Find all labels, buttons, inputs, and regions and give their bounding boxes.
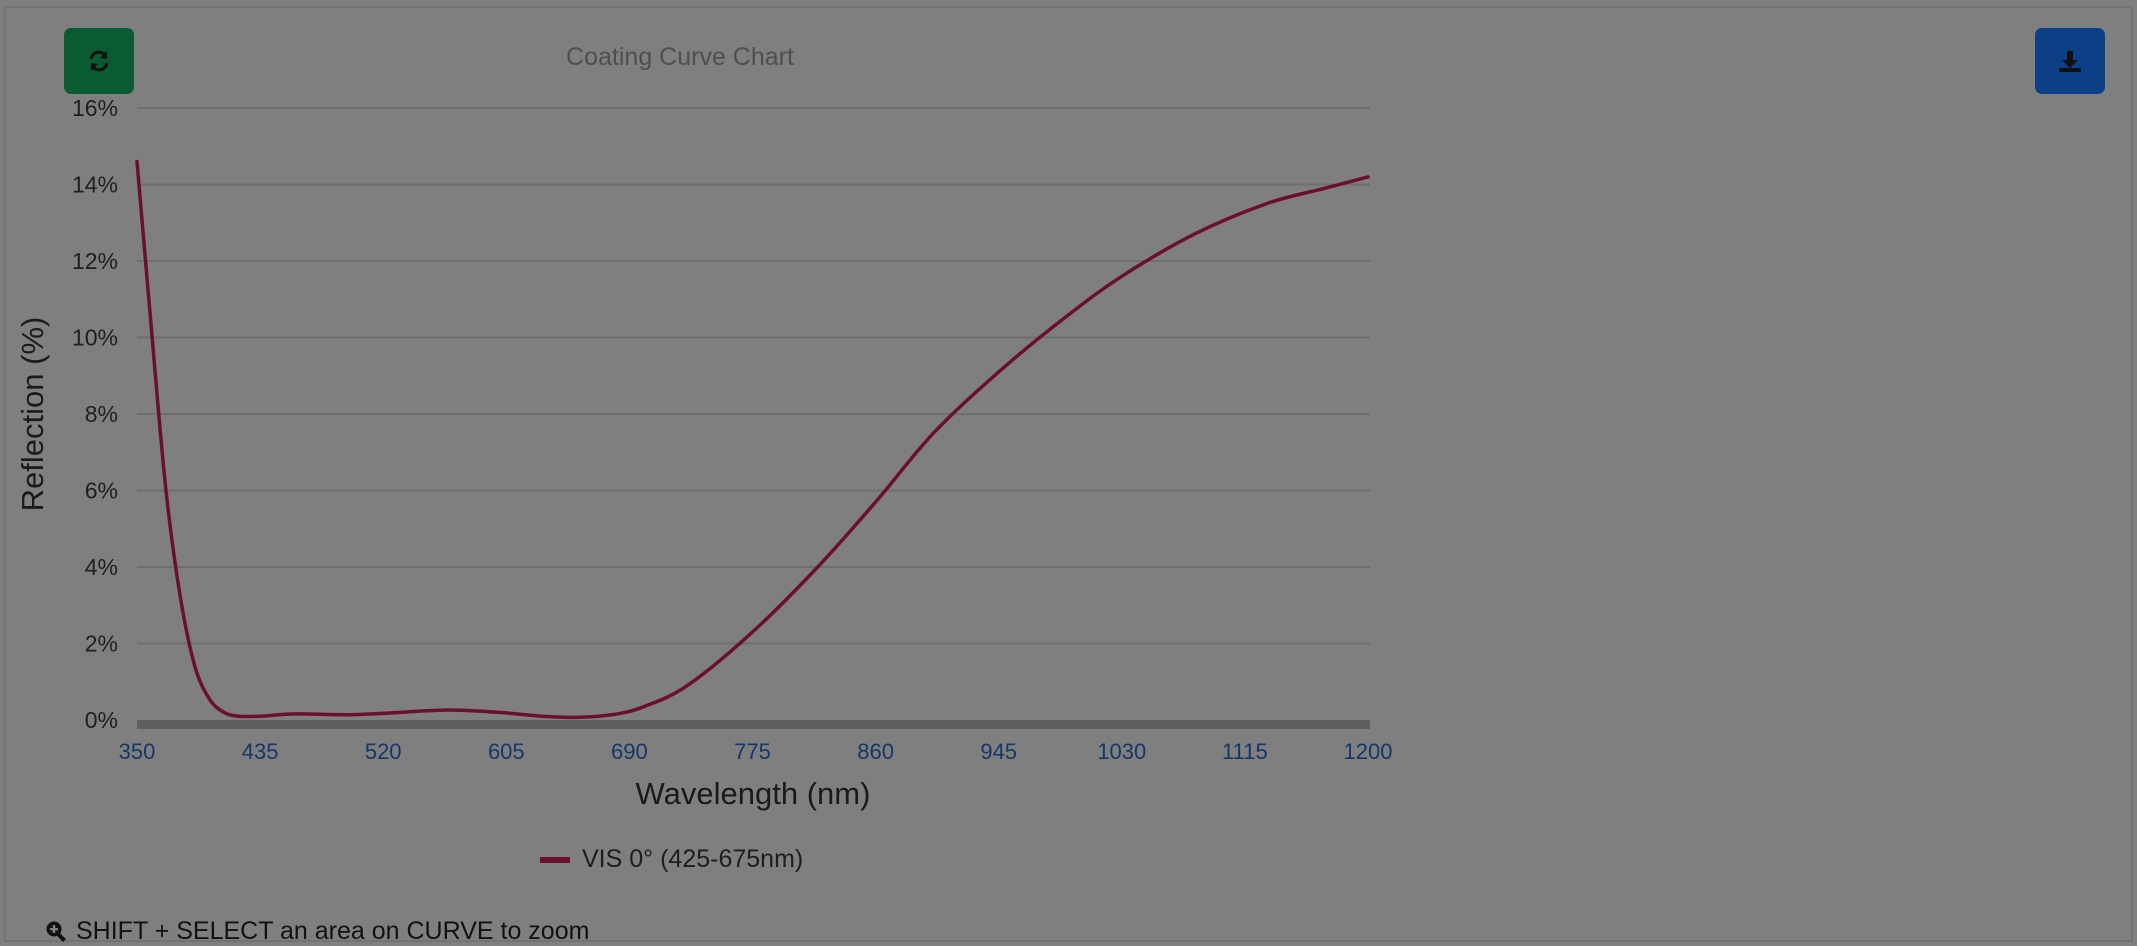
x-tick-label: 1030 — [1097, 739, 1146, 764]
x-tick-label: 520 — [365, 739, 402, 764]
y-axis-label: Reflection (%) — [15, 317, 50, 512]
y-tick-label: 0% — [85, 707, 118, 733]
x-tick-label: 775 — [734, 739, 771, 764]
y-tick-label: 14% — [72, 172, 118, 198]
x-axis-ticks: 350 435 520 605 690 775 860 945 1030 1115 1200 — [119, 739, 1393, 764]
x-axis-baseline — [137, 720, 1370, 729]
y-tick-label: 8% — [85, 401, 118, 427]
gridlines — [137, 107, 1370, 645]
y-tick-label: 10% — [72, 325, 118, 351]
x-tick-label: 1200 — [1344, 739, 1393, 764]
y-tick-label: 12% — [72, 248, 118, 274]
x-tick-label: 860 — [857, 739, 894, 764]
series-line[interactable] — [135, 159, 1370, 720]
legend-label: VIS 0° (425-675nm) — [582, 845, 804, 873]
refresh-icon — [89, 50, 109, 72]
zoom-hint: SHIFT + SELECT an area on CURVE to zoom — [44, 916, 589, 946]
chart-container — [4, 6, 2133, 942]
y-tick-label: 4% — [85, 554, 118, 580]
download-icon — [2059, 51, 2081, 72]
x-tick-label: 350 — [119, 739, 156, 764]
x-tick-label: 1115 — [1222, 739, 1268, 764]
x-axis-label: Wavelength (nm) — [636, 776, 871, 811]
x-tick-label: 690 — [611, 739, 648, 764]
y-tick-label: 6% — [85, 478, 118, 504]
chart-title: Coating Curve Chart — [566, 43, 794, 71]
y-tick-label: 16% — [72, 95, 118, 121]
zoom-in-icon — [46, 921, 66, 942]
download-button[interactable] — [2035, 28, 2105, 94]
x-tick-label: 605 — [488, 739, 525, 764]
y-axis-ticks: 0% 2% 4% 6% 8% 10% 12% 14% 16% — [72, 95, 118, 733]
zoom-hint-text: SHIFT + SELECT an area on CURVE to zoom — [76, 917, 590, 945]
x-tick-label: 945 — [980, 739, 1017, 764]
legend-swatch — [540, 856, 570, 863]
refresh-button[interactable] — [64, 28, 134, 94]
x-tick-label: 435 — [242, 739, 279, 764]
legend-item[interactable]: VIS 0° (425-675nm) — [540, 845, 803, 874]
y-tick-label: 2% — [85, 631, 118, 657]
